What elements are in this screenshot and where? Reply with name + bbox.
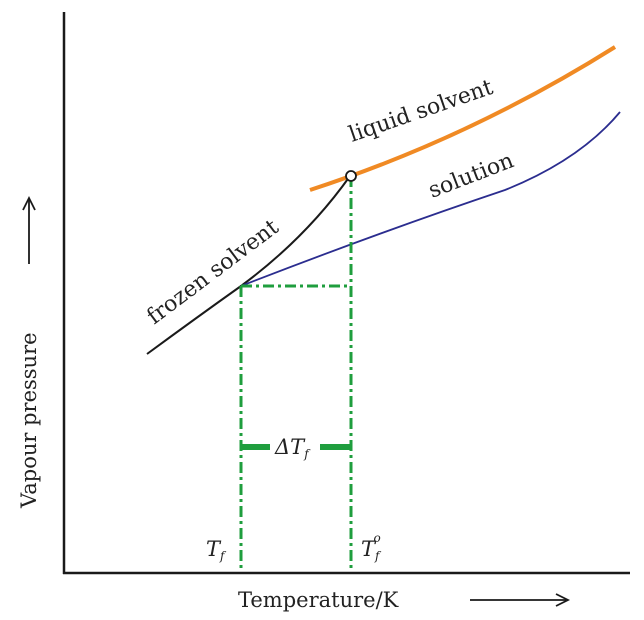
liquid-solvent-label: liquid solvent [346,75,497,148]
frozen-solvent-curve [146,175,351,355]
solvent-freezing-point-marker [345,170,357,182]
x-axis-label: Temperature/K [238,588,399,612]
y-axis-label: Vapour pressure [17,332,41,509]
solution-label: solution [425,148,517,203]
x-axis-arrow-icon [555,593,571,607]
frozen-solvent-label: frozen solvent [143,215,284,330]
y-axis-arrow-icon [22,195,36,211]
tf-label: Tf [206,537,227,563]
tf0-label: Tfo [361,531,382,563]
solution-curve [240,111,621,287]
delta-tf-label: ΔTf [274,435,311,461]
